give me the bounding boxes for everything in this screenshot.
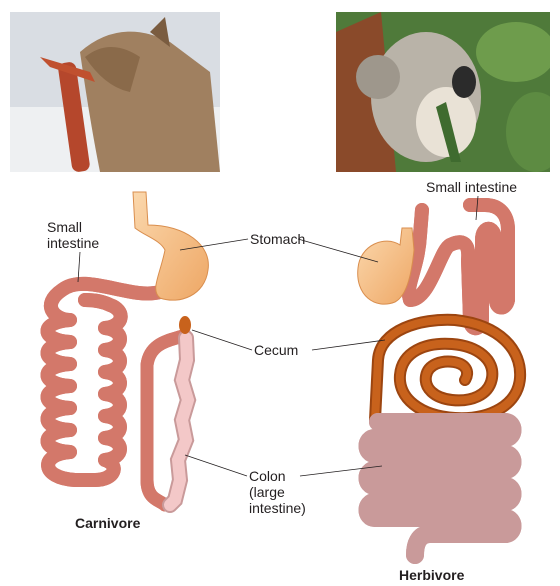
herbivore-caption: Herbivore xyxy=(399,567,465,583)
carnivore-cecum xyxy=(179,316,191,334)
leader-lines xyxy=(77,195,479,477)
small-intestine-label-line-1: Small xyxy=(47,219,83,235)
small-intestine-label-carnivore: Small intestine xyxy=(47,219,99,251)
colon-label-line-3: intestine) xyxy=(249,500,306,516)
herbivore-stomach xyxy=(357,227,415,305)
small-intestine-label-line-2: intestine xyxy=(47,235,100,251)
coyote-eating-photo-icon xyxy=(10,12,220,172)
herbivore-colon xyxy=(368,413,513,564)
coyote-photo xyxy=(10,12,220,172)
carnivore-stomach xyxy=(132,191,209,301)
colon-label-line-2: (large xyxy=(249,484,285,500)
colon-label-line-1: Colon xyxy=(249,468,286,484)
stomach-label: Stomach xyxy=(250,231,306,247)
herbivore-small-intestine xyxy=(409,198,515,328)
carnivore-small-intestine xyxy=(48,284,167,487)
carnivore-caption: Carnivore xyxy=(75,515,141,531)
carnivore-colon xyxy=(140,328,197,513)
koala-eating-photo-icon xyxy=(336,12,550,172)
koala-photo xyxy=(336,12,550,172)
colon-label: Colon (large intestine) xyxy=(249,468,306,516)
herbivore-cecum-spiral xyxy=(369,313,527,426)
small-intestine-label-herbivore: Small intestine xyxy=(426,179,518,195)
cecum-label: Cecum xyxy=(254,342,299,358)
